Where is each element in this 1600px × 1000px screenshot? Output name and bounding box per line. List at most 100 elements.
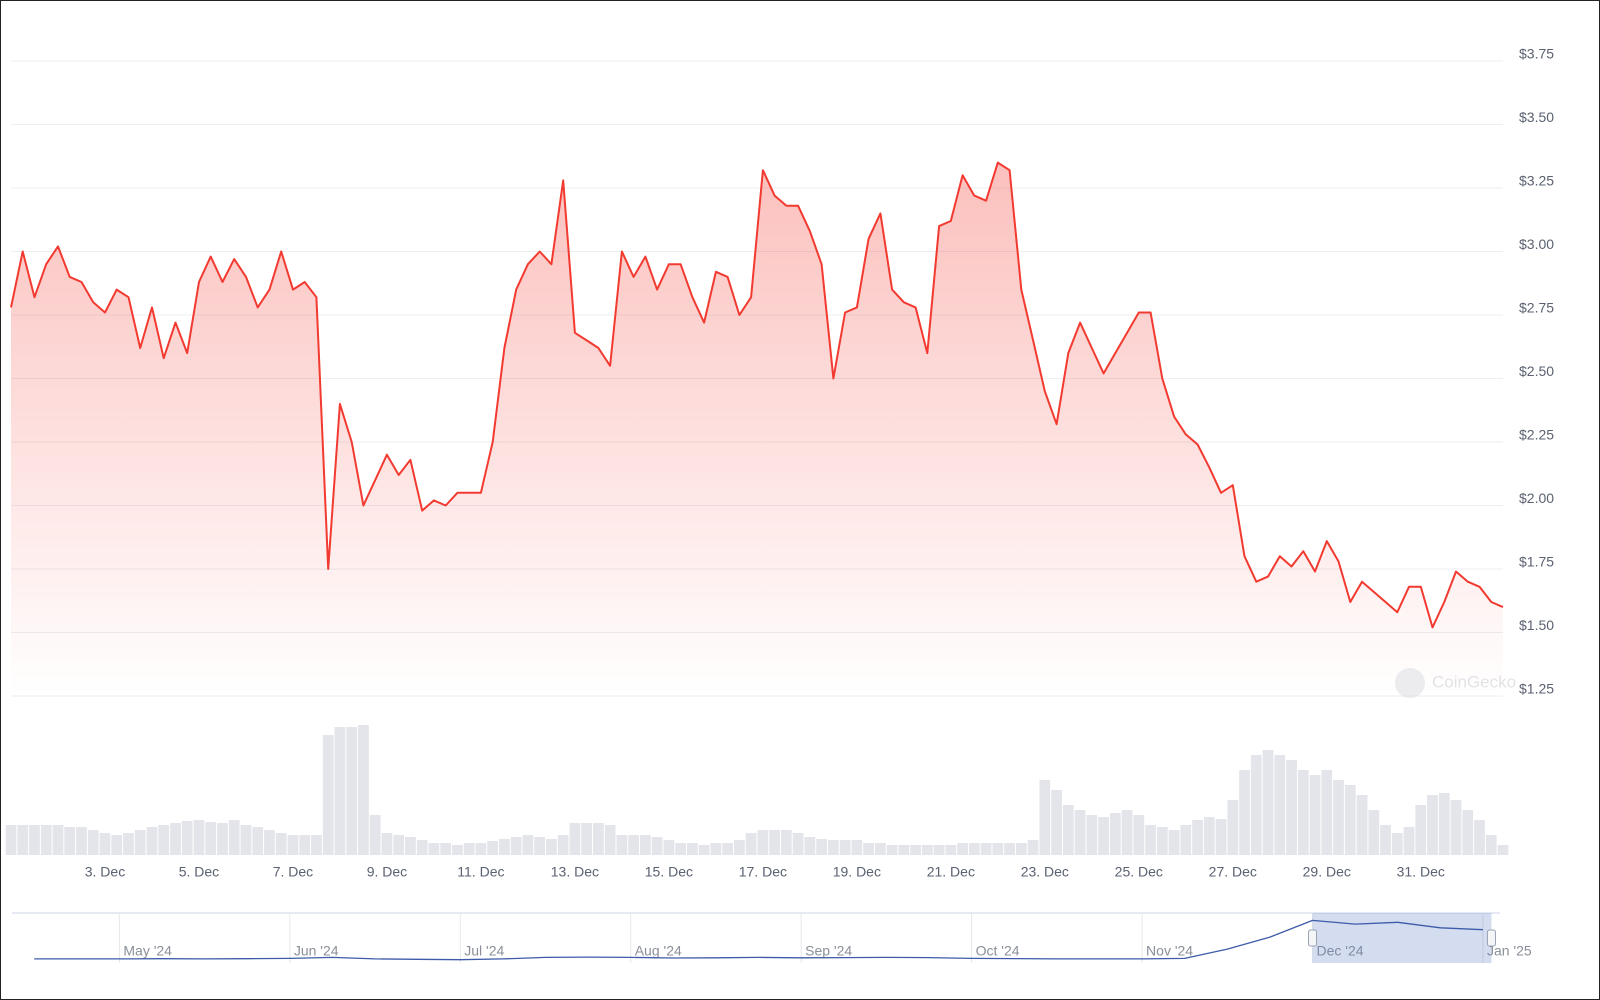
volume-bar: [40, 825, 52, 855]
volume-bar: [1450, 800, 1462, 855]
navigator-tick-label: May '24: [123, 943, 172, 959]
volume-bar: [522, 835, 534, 855]
volume-bar: [405, 837, 416, 855]
volume-bar: [146, 827, 158, 855]
volume-bar: [252, 827, 264, 855]
volume-bar: [745, 833, 757, 855]
navigator-handle: [1486, 929, 1496, 947]
y-tick-label: $2.75: [1519, 300, 1554, 316]
volume-bar: [1121, 810, 1133, 855]
volume-bar: [792, 833, 804, 855]
x-tick-label: 9. Dec: [367, 864, 407, 880]
volume-bar: [369, 815, 381, 855]
x-tick-label: 13. Dec: [551, 864, 599, 880]
volume-bar: [1239, 770, 1250, 855]
volume-bar: [311, 835, 322, 855]
volume-bar: [933, 845, 945, 855]
volume-bar: [510, 837, 522, 855]
volume-bar: [1380, 825, 1391, 855]
volume-bar: [1485, 835, 1497, 855]
y-tick-label: $2.50: [1519, 363, 1554, 379]
volume-bar: [1333, 780, 1344, 855]
volume-bar: [358, 725, 369, 855]
volume-bar: [1250, 755, 1262, 855]
volume-bar: [604, 825, 616, 855]
volume-bar: [170, 823, 181, 855]
volume-bar: [228, 820, 240, 855]
x-tick-label: 15. Dec: [645, 864, 693, 880]
volume-bar: [193, 820, 205, 855]
x-tick-label: 21. Dec: [927, 864, 975, 880]
volume-bar: [804, 837, 816, 855]
navigator-selection: [1312, 913, 1492, 963]
volume-bar: [757, 830, 769, 855]
volume-bar: [393, 835, 405, 855]
volume-bar: [839, 840, 851, 855]
volume-bar: [1027, 840, 1039, 855]
volume-bar: [687, 843, 698, 855]
navigator-tick-label: Nov '24: [1146, 943, 1193, 959]
x-tick-label: 19. Dec: [833, 864, 881, 880]
volume-bar: [921, 845, 933, 855]
volume-bar: [452, 845, 463, 855]
volume-bar: [1297, 770, 1309, 855]
volume-bar: [287, 835, 299, 855]
volume-bar: [710, 843, 722, 855]
volume-bar: [99, 833, 111, 855]
volume-bar: [1262, 750, 1274, 855]
volume-bar: [1062, 805, 1074, 855]
volume-bar: [1145, 825, 1156, 855]
volume-bar: [734, 840, 745, 855]
volume-bar: [181, 821, 193, 855]
volume-bar: [428, 843, 440, 855]
navigator-line: [34, 919, 1484, 961]
volume-bar: [722, 843, 734, 855]
volume-bar: [275, 833, 287, 855]
volume-bar: [416, 840, 428, 855]
y-tick-label: $2.00: [1519, 490, 1554, 506]
volume-bar: [463, 843, 475, 855]
x-tick-label: 5. Dec: [179, 864, 219, 880]
volume-bar: [217, 823, 228, 855]
volume-bar: [1156, 827, 1168, 855]
volume-bar: [475, 843, 487, 855]
volume-bar: [87, 830, 99, 855]
navigator-tick-label: Jun '24: [294, 943, 339, 959]
volume-bar: [64, 827, 76, 855]
volume-bar: [581, 823, 593, 855]
volume-bar: [1497, 845, 1509, 855]
volume-bar: [640, 835, 651, 855]
volume-bar: [111, 835, 123, 855]
volume-bar: [557, 835, 569, 855]
volume-bar: [1015, 843, 1027, 855]
volume-bar: [52, 825, 64, 855]
y-tick-label: $1.75: [1519, 554, 1554, 570]
volume-bar: [205, 822, 217, 855]
volume-bar: [5, 825, 17, 855]
volume-bar: [886, 845, 898, 855]
volume-bar: [1403, 827, 1415, 855]
x-tick-label: 17. Dec: [739, 864, 787, 880]
volume-bar: [76, 827, 87, 855]
volume-bar: [651, 837, 663, 855]
volume-bar: [1227, 800, 1239, 855]
volume-bar: [158, 825, 170, 855]
price-line: [10, 161, 1504, 629]
y-tick-label: $2.25: [1519, 427, 1554, 443]
volume-bar: [769, 830, 780, 855]
volume-bar: [569, 823, 581, 855]
volume-bar: [1215, 819, 1227, 855]
x-tick-label: 31. Dec: [1397, 864, 1445, 880]
navigator-tick-label: Aug '24: [635, 943, 682, 959]
y-tick-label: $3.75: [1519, 46, 1554, 62]
y-tick-label: $1.50: [1519, 617, 1554, 633]
navigator-handle: [1308, 929, 1318, 947]
volume-bar: [616, 835, 628, 855]
volume-bar: [1274, 755, 1286, 855]
volume-bar: [240, 825, 252, 855]
volume-bar: [1192, 820, 1203, 855]
volume-bar: [663, 840, 675, 855]
volume-bar: [17, 825, 29, 855]
volume-bar: [1051, 790, 1062, 855]
